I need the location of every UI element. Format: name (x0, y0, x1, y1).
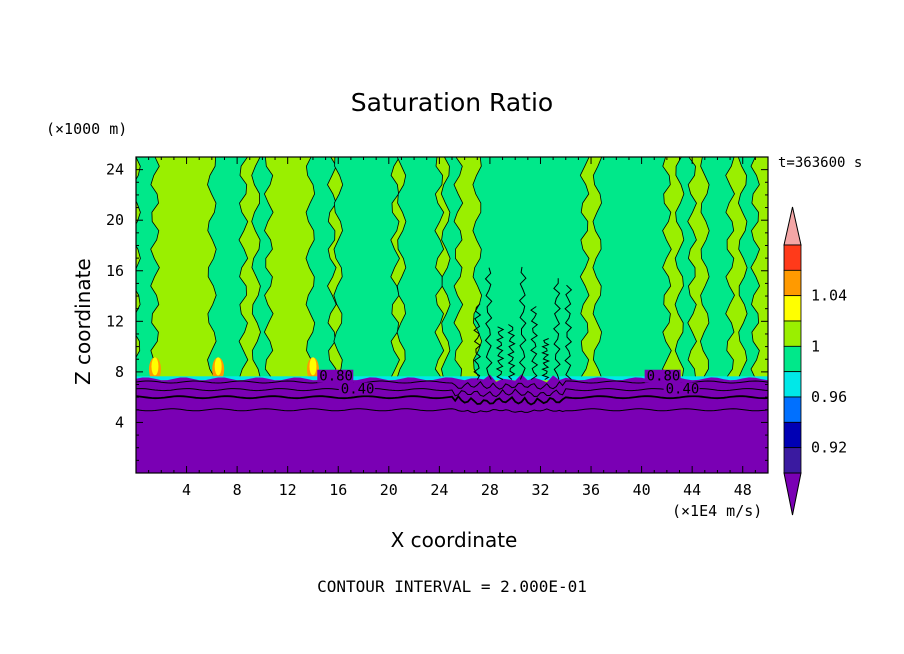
x-axis-unit: (×1E4 m/s) (672, 502, 763, 520)
contour-label: 0.80 (647, 369, 681, 385)
x-tick-label: 20 (380, 481, 398, 499)
x-tick-label: 8 (233, 481, 242, 499)
y-tick-label: 12 (106, 312, 124, 330)
y-axis-unit: (×1000 m) (46, 120, 128, 138)
y-tick-label: 4 (115, 413, 124, 431)
y-tick-label: 16 (106, 262, 124, 280)
supersaturated-spot-core (151, 357, 159, 376)
contour-line (495, 326, 505, 380)
x-tick-label: 44 (683, 481, 701, 499)
colorbar-cap-top (783, 206, 802, 246)
y-tick-label: 20 (106, 211, 124, 229)
x-tick-label: 48 (734, 481, 752, 499)
plot-area (136, 157, 768, 473)
contour-label: 0.40 (341, 381, 375, 397)
x-tick-label: 40 (633, 481, 651, 499)
moist-column (592, 157, 672, 379)
x-axis-label: X coordinate (390, 528, 518, 552)
colorbar-label: 1.04 (811, 287, 847, 305)
colorbar-segment (783, 396, 802, 423)
colorbar-segment (783, 244, 802, 271)
x-tick-label: 28 (481, 481, 499, 499)
contour-line (507, 324, 516, 380)
contour-line (484, 267, 493, 380)
colorbar-label: 1 (811, 337, 820, 355)
y-tick-label: 8 (115, 363, 124, 381)
supersaturated-spot-core (309, 357, 317, 376)
x-tick-label: 16 (329, 481, 347, 499)
contour-line (473, 303, 482, 380)
colorbar-segment (783, 320, 802, 347)
contour-line (530, 306, 539, 380)
x-tick-label: 36 (582, 481, 600, 499)
contour-label-bg (644, 369, 681, 383)
contour-line (541, 338, 551, 380)
colorbar: 1.04 1 0.96 0.92 (783, 206, 847, 516)
x-tick-label: 12 (279, 481, 297, 499)
colorbar-segment (783, 269, 802, 297)
colorbar-segment (783, 371, 802, 398)
contour-label-bg (317, 369, 354, 383)
colorbar-segment (783, 295, 802, 322)
x-tick-label: 32 (531, 481, 549, 499)
contour-line (564, 284, 573, 380)
chart-title: Saturation Ratio (350, 88, 554, 117)
time-label: t=363600 s (778, 155, 863, 171)
x-tick-label: 24 (430, 481, 448, 499)
contour-line (136, 388, 768, 398)
contour-label-bg (663, 382, 700, 396)
contour-interval-note: CONTOUR INTERVAL = 2.000E-01 (317, 577, 587, 596)
contour-line (553, 278, 561, 380)
colorbar-label: 0.92 (811, 439, 847, 457)
contour-label-bg (338, 382, 375, 396)
contour-label: 0.40 (666, 381, 700, 397)
colorbar-cap-bottom (783, 472, 802, 516)
contour-line (136, 408, 768, 414)
contour-line (518, 266, 527, 380)
moist-column (333, 157, 400, 379)
contour-lines: 0.800.400.800.40 (136, 266, 768, 414)
colorbar-segment (783, 447, 802, 474)
colorbar-segment (783, 421, 802, 449)
y-tick-label: 24 (106, 161, 124, 179)
colorbar-label: 0.96 (811, 388, 847, 406)
supersaturated-spot-core (214, 357, 222, 376)
contour-line (136, 394, 768, 406)
colorbar-segment (783, 345, 802, 373)
x-tick-label: 4 (182, 481, 191, 499)
contour-label: 0.80 (319, 369, 353, 385)
